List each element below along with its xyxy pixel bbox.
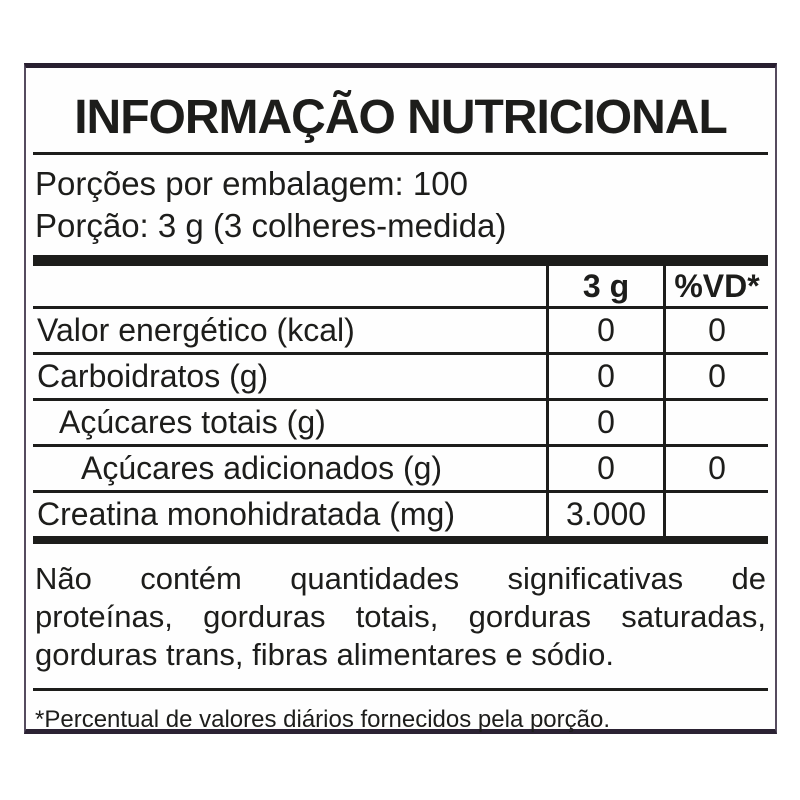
note-line: proteínas, gorduras totais, gorduras sat… xyxy=(35,599,766,634)
footnote-divider xyxy=(33,688,768,691)
row-amount: 0 xyxy=(546,309,663,352)
table-top-bar xyxy=(33,255,768,266)
servings-per-package: Porções por embalagem: 100 xyxy=(35,165,468,202)
table-header-row: 3 g %VD* xyxy=(33,266,768,309)
note-line: Não contém quantidades significativas de xyxy=(35,561,766,596)
table-row: Carboidratos (g) 0 0 xyxy=(33,355,768,401)
serving-size: Porção: 3 g (3 colheres-medida) xyxy=(35,207,507,244)
row-label: Carboidratos (g) xyxy=(37,358,269,394)
row-label: Valor energético (kcal) xyxy=(37,312,355,348)
row-vd xyxy=(663,493,768,536)
nutrient-column-header xyxy=(33,284,546,288)
note-line: gorduras trans, fibras alimentares e sód… xyxy=(35,637,614,672)
label-title: INFORMAÇÃO NUTRICIONAL xyxy=(74,91,728,144)
nutrition-label: INFORMAÇÃO NUTRICIONAL Porções por embal… xyxy=(24,63,777,734)
row-label: Açúcares totais (g) xyxy=(59,404,326,440)
amount-column-header: 3 g xyxy=(546,266,663,306)
title-divider xyxy=(33,152,768,155)
serving-info: Porções por embalagem: 100 Porção: 3 g (… xyxy=(26,155,775,253)
row-label: Creatina monohidratada (mg) xyxy=(37,496,455,532)
row-amount: 3.000 xyxy=(546,493,663,536)
vd-column-header: %VD* xyxy=(663,266,768,306)
table-row: Valor energético (kcal) 0 0 xyxy=(33,309,768,355)
row-vd: 0 xyxy=(663,309,768,352)
row-vd: 0 xyxy=(663,447,768,490)
table-row: Creatina monohidratada (mg) 3.000 xyxy=(33,493,768,536)
table-bottom-bar xyxy=(33,536,768,544)
row-vd xyxy=(663,401,768,444)
no-significant-note: Não contém quantidades significativas de… xyxy=(26,544,775,674)
row-amount: 0 xyxy=(546,401,663,444)
row-amount: 0 xyxy=(546,447,663,490)
table-row: Açúcares totais (g) 0 xyxy=(33,401,768,447)
row-amount: 0 xyxy=(546,355,663,398)
footnote: *Percentual de valores diários fornecido… xyxy=(35,706,611,733)
row-vd: 0 xyxy=(663,355,768,398)
table-row: Açúcares adicionados (g) 0 0 xyxy=(33,447,768,493)
nutrition-table: 3 g %VD* Valor energético (kcal) 0 0 Car… xyxy=(33,266,768,536)
row-label: Açúcares adicionados (g) xyxy=(81,450,443,486)
